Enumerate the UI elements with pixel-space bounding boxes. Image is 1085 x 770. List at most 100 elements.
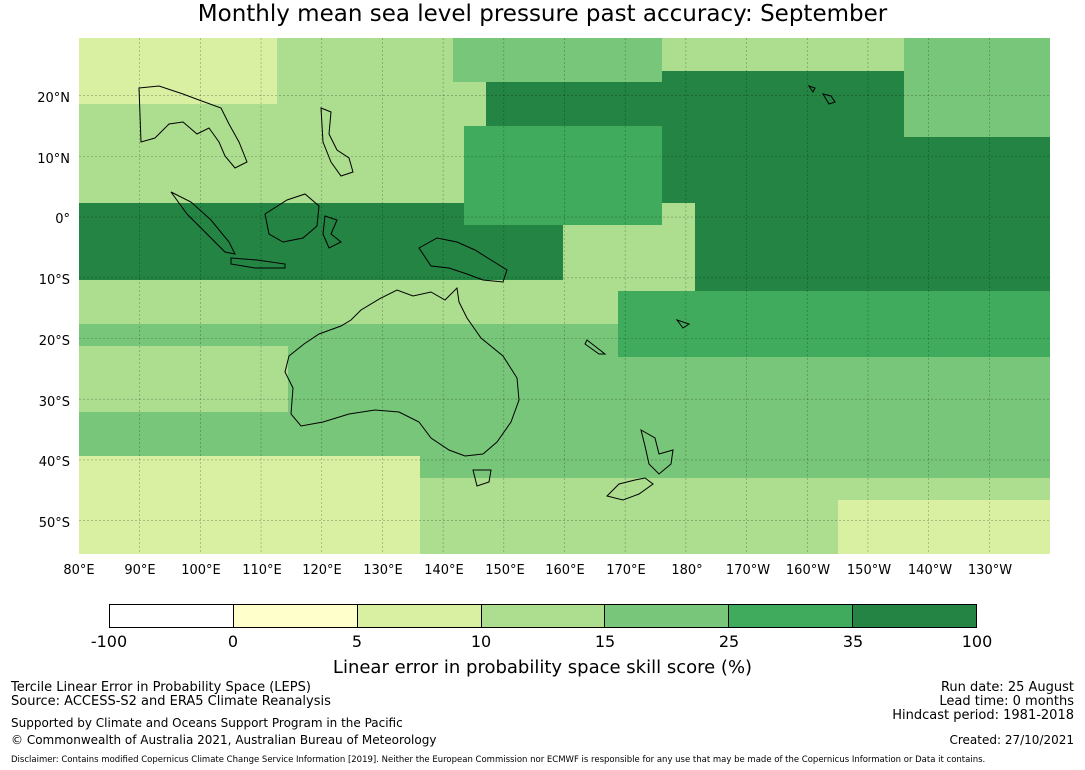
field-cell — [508, 522, 520, 534]
field-cell — [772, 93, 784, 105]
field-cell — [959, 203, 971, 215]
field-cell — [618, 82, 630, 94]
field-cell — [970, 280, 982, 292]
field-cell — [178, 335, 190, 347]
field-cell — [519, 434, 531, 446]
field-cell — [717, 115, 729, 127]
lon-label-170e: 170°E — [606, 563, 646, 578]
field-cell — [266, 93, 278, 105]
field-cell — [145, 137, 157, 149]
field-cell — [90, 434, 102, 446]
field-cell — [981, 203, 993, 215]
field-cell — [365, 335, 377, 347]
field-cell — [200, 291, 212, 303]
field-cell — [1014, 82, 1026, 94]
field-cell — [90, 511, 102, 523]
field-cell — [541, 214, 553, 226]
field-cell — [739, 38, 751, 50]
field-cell — [222, 60, 234, 72]
field-cell — [563, 313, 575, 325]
field-cell — [211, 280, 223, 292]
field-cell — [233, 203, 245, 215]
field-cell — [189, 346, 201, 358]
field-cell — [211, 291, 223, 303]
field-cell — [926, 60, 938, 72]
field-cell — [497, 49, 509, 61]
field-cell — [915, 137, 927, 149]
field-cell — [662, 313, 674, 325]
field-cell — [156, 324, 168, 336]
field-cell — [717, 511, 729, 523]
field-cell — [662, 60, 674, 72]
field-cell — [497, 500, 509, 512]
field-cell — [827, 159, 839, 171]
field-cell — [211, 445, 223, 457]
field-cell — [893, 126, 905, 138]
field-cell — [365, 247, 377, 259]
run-date: Run date: 25 August — [940, 680, 1074, 695]
field-cell — [882, 500, 894, 512]
field-cell — [849, 225, 861, 237]
field-cell — [365, 38, 377, 50]
field-cell — [871, 445, 883, 457]
field-cell — [409, 247, 421, 259]
field-cell — [992, 302, 1004, 314]
field-cell — [728, 49, 740, 61]
field-cell — [200, 104, 212, 116]
field-cell — [79, 137, 91, 149]
field-cell — [156, 544, 168, 554]
field-cell — [717, 401, 729, 413]
field-cell — [79, 434, 91, 446]
field-cell — [321, 390, 333, 402]
field-cell — [508, 236, 520, 248]
field-cell — [519, 478, 531, 490]
field-cell — [904, 346, 916, 358]
field-cell — [618, 313, 630, 325]
field-cell — [189, 115, 201, 127]
field-cell — [211, 456, 223, 468]
field-cell — [431, 181, 443, 193]
field-cell — [1036, 236, 1048, 248]
field-cell — [706, 467, 718, 479]
field-cell — [211, 170, 223, 182]
field-cell — [343, 93, 355, 105]
field-cell — [970, 236, 982, 248]
field-cell — [1036, 324, 1048, 336]
field-cell — [101, 489, 113, 501]
field-cell — [827, 115, 839, 127]
field-cell — [695, 280, 707, 292]
field-cell — [310, 434, 322, 446]
field-cell — [937, 93, 949, 105]
field-cell — [530, 104, 542, 116]
field-cell — [167, 159, 179, 171]
field-cell — [145, 291, 157, 303]
field-cell — [343, 324, 355, 336]
field-cell — [937, 71, 949, 83]
field-cell — [695, 489, 707, 501]
field-cell — [266, 302, 278, 314]
field-cell — [948, 302, 960, 314]
field-cell — [310, 511, 322, 523]
field-cell — [827, 335, 839, 347]
field-cell — [904, 434, 916, 446]
field-cell — [783, 357, 795, 369]
field-cell — [761, 104, 773, 116]
field-cell — [112, 500, 124, 512]
field-cell — [563, 511, 575, 523]
field-cell — [827, 181, 839, 193]
field-cell — [882, 291, 894, 303]
field-cell — [761, 467, 773, 479]
field-cell — [420, 445, 432, 457]
field-cell — [992, 456, 1004, 468]
field-cell — [134, 511, 146, 523]
field-cell — [684, 225, 696, 237]
field-cell — [255, 269, 267, 281]
field-cell — [761, 346, 773, 358]
field-cell — [651, 412, 663, 424]
field-cell — [959, 38, 971, 50]
field-cell — [299, 456, 311, 468]
field-cell — [849, 379, 861, 391]
field-cell — [640, 489, 652, 501]
field-cell — [805, 280, 817, 292]
field-cell — [728, 159, 740, 171]
